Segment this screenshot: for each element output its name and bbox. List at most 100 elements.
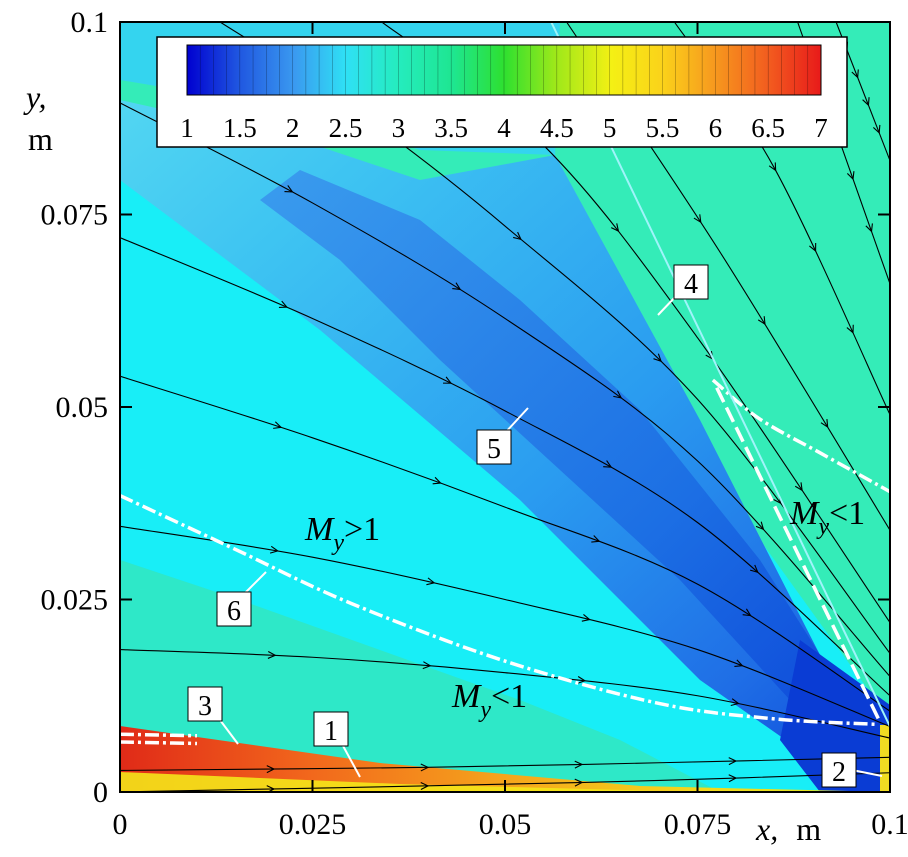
y-tick-label: 0.075	[41, 199, 109, 232]
colorbar-legend: 1 1.5 2 2.5 3 3.5 4 4.5 5 5.5 6 6.5 7	[156, 36, 848, 148]
callout-2: 2	[821, 752, 883, 788]
x-tick-label: 0.075	[664, 808, 732, 841]
colorbar-tick-label: 4.5	[540, 113, 574, 143]
streamline-arrow	[278, 300, 289, 309]
streamline-arrow	[749, 564, 759, 574]
streamline-arrow	[742, 608, 752, 617]
colorbar-tick-label: 4	[497, 113, 511, 143]
colorbar-tick-label: 1.5	[223, 113, 257, 143]
callout-4: 4	[657, 264, 709, 316]
callout-1: 1	[313, 711, 361, 778]
callout-5-label: 5	[487, 434, 501, 465]
callout-4-label: 4	[684, 269, 698, 300]
streamline	[120, 237, 890, 697]
streamline	[120, 756, 890, 771]
streamline-arrow	[611, 223, 620, 233]
x-axis-label-var: x,	[755, 811, 778, 847]
x-axis: 0 0.025 0.05 0.075 0.1	[113, 22, 908, 841]
callout-6: 6	[216, 571, 267, 627]
x-axis-label: x, m	[755, 811, 821, 847]
colorbar-tick-label: 1	[180, 113, 194, 143]
streamline-arrow	[273, 421, 283, 429]
streamline-arrow	[794, 482, 803, 492]
y-axis: 0 0.025 0.05 0.075 0.1	[41, 6, 890, 809]
streamline-arrow	[755, 521, 765, 531]
streamline-arrow	[653, 353, 662, 363]
colorbar-tick-label: 3	[392, 113, 406, 143]
callout-3: 3	[187, 686, 239, 745]
streamline	[120, 525, 890, 728]
callout-2-label: 2	[832, 757, 846, 788]
streamline-arrow	[267, 650, 277, 659]
field-lower-left	[120, 560, 720, 792]
callout-6-label: 6	[227, 596, 241, 627]
streamline-arrow	[862, 97, 870, 107]
colorbar-gradient	[186, 44, 822, 96]
streamline	[887, 22, 890, 23]
x-tick-label: 0.025	[279, 808, 347, 841]
colorbar-tick-label: 3.5	[434, 113, 468, 143]
y-tick-label: 0.025	[41, 584, 109, 617]
callout-5: 5	[476, 407, 529, 465]
streamline-arrow	[574, 778, 584, 787]
region-label-supersonic: My>1	[304, 511, 380, 556]
streamline-arrow	[432, 476, 442, 485]
streamline-arrow	[420, 782, 430, 790]
colorbar-tick-label: 5.5	[646, 113, 680, 143]
streamline-arrow	[734, 659, 744, 667]
sonic-line	[120, 732, 198, 738]
streamline-arrow	[443, 376, 453, 384]
streamline-arrow	[613, 390, 623, 399]
x-tick-label: 0	[113, 808, 128, 841]
streamline-arrow	[757, 316, 766, 326]
y-axis-label-unit: m	[28, 121, 53, 157]
streamline	[120, 375, 890, 712]
callout-3-label: 3	[198, 691, 212, 722]
sonic-lines	[120, 378, 890, 746]
streamline-arrow	[269, 545, 280, 554]
sonic-line	[120, 493, 875, 726]
streamline-arrow	[768, 162, 777, 172]
shock-line	[715, 386, 881, 720]
streamline-arrow	[581, 614, 591, 622]
streamline-arrow	[846, 324, 854, 334]
x-tick-label: 0.05	[479, 808, 532, 841]
colorbar-tick-label: 2	[286, 113, 300, 143]
sonic-line	[120, 740, 198, 746]
region-label-subsonic-lower: My<1	[451, 678, 527, 723]
streamline-arrow	[865, 223, 873, 233]
streamline-arrow	[603, 460, 613, 468]
y-tick-label: 0	[93, 776, 108, 809]
streamline-arrow	[728, 757, 738, 766]
streamline-arrow	[846, 171, 855, 181]
field-wedge-core	[260, 170, 890, 790]
y-axis-label-var: y,	[23, 79, 46, 115]
streamline-arrow	[266, 765, 276, 774]
field-corner-hot	[880, 725, 890, 792]
colorbar-tick-label: 6	[709, 113, 723, 143]
streamline-arrow	[422, 661, 432, 670]
callout-1-label: 1	[324, 716, 338, 747]
streamline-arrow	[820, 419, 829, 429]
sonic-line	[711, 378, 890, 494]
streamline-arrow	[420, 763, 430, 772]
streamline-arrow	[728, 774, 738, 783]
field-bottom-layer-yellow	[120, 772, 700, 792]
colorbar-tick-label: 5	[603, 113, 617, 143]
streamline-arrow	[591, 535, 601, 543]
colorbar-tick-label: 2.5	[329, 113, 363, 143]
streamline	[120, 649, 890, 739]
streamline-arrow	[693, 214, 702, 224]
field-bottom-layer	[120, 726, 890, 792]
streamline-arrow	[872, 124, 881, 135]
streamline-arrow	[809, 242, 817, 253]
region-label-subsonic-right: My<1	[789, 495, 865, 540]
colorbar-tick-label: 7	[814, 113, 828, 143]
colorbar-ticks: 1 1.5 2 2.5 3 3.5 4 4.5 5 5.5 6 6.5 7	[180, 113, 828, 143]
streamline-arrow	[577, 676, 587, 684]
streamline-arrow	[574, 760, 584, 769]
colorbar-contour-lines	[186, 45, 822, 95]
x-tick-label: 0.1	[871, 808, 908, 841]
streamline-arrow	[426, 577, 436, 586]
